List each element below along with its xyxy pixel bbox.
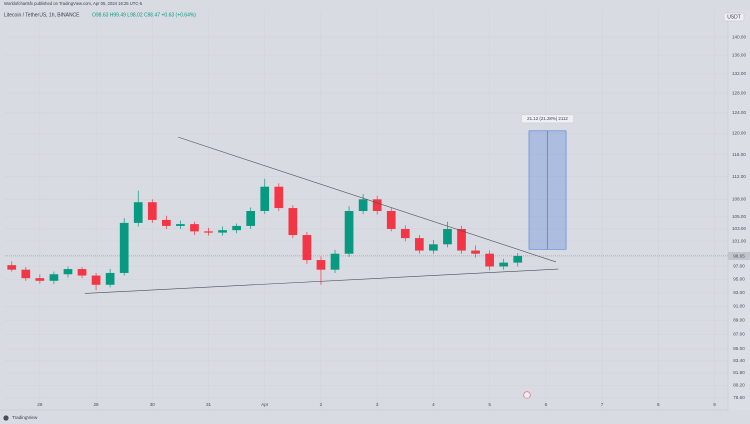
candle-body: [302, 235, 312, 261]
x-tick-label: 6: [545, 402, 548, 407]
candle-body: [91, 275, 101, 285]
symbol: Litecoin / TetherUS, 1h, BINANCE: [4, 12, 80, 18]
candle-body: [49, 274, 59, 281]
y-tick-label: 140.00: [732, 34, 746, 39]
x-tick-label: Apr: [261, 402, 269, 407]
candle-body: [218, 230, 227, 233]
candle-body: [274, 186, 284, 209]
candle-body: [358, 199, 368, 212]
event-icon[interactable]: [523, 391, 531, 399]
x-tick-label: 3: [376, 402, 379, 407]
candle-body: [386, 211, 396, 229]
y-tick-label: 91.00: [733, 304, 745, 309]
last-price-label: 98.65: [733, 253, 745, 258]
candle-body: [21, 269, 31, 279]
candle-body: [260, 186, 270, 212]
y-tick-label: 87.00: [733, 332, 745, 337]
candle-body: [429, 244, 438, 251]
y-tick-label: 116.00: [732, 152, 746, 157]
y-tick-label: 124.00: [732, 110, 746, 115]
y-tick-label: 120.00: [732, 131, 746, 136]
brand: TradingView: [12, 415, 38, 420]
y-tick-label: 93.00: [733, 290, 745, 295]
candle-body: [485, 253, 494, 267]
candle-body: [400, 228, 410, 239]
y-tick-label: 95.00: [733, 277, 745, 282]
y-tick-label: 97.00: [733, 264, 745, 269]
x-tick-label: 30: [150, 402, 156, 407]
candle-body: [35, 278, 45, 281]
trendline: [178, 136, 557, 263]
y-tick-label: 128.00: [732, 90, 746, 95]
y-tick-label: 81.80: [733, 370, 745, 375]
candle-body: [77, 269, 87, 276]
x-tick-label: 31: [206, 402, 212, 407]
candle-body: [190, 224, 199, 232]
candle-body: [513, 255, 523, 263]
last-price-tag: [728, 251, 750, 260]
x-tick-label: 2: [320, 402, 323, 407]
candle-body: [7, 265, 17, 270]
y-tick-label: 78.60: [733, 395, 745, 400]
published-line: Worldofchartsfx published on TradingView…: [4, 1, 143, 6]
x-tick-label: 4: [432, 402, 435, 407]
x-tick-label: 5: [488, 402, 491, 407]
candle-body: [246, 211, 256, 226]
candle-body: [204, 231, 213, 233]
candle-body: [288, 208, 298, 236]
currency-button[interactable]: [723, 12, 745, 22]
brand-logo: [3, 415, 9, 421]
y-tick-label: 85.00: [733, 346, 745, 351]
x-tick-label: 28: [37, 402, 43, 407]
y-tick-label: 136.00: [732, 52, 746, 57]
position-label-bg: [521, 114, 574, 124]
candle-body: [63, 269, 73, 275]
candle-body: [176, 224, 185, 226]
y-tick-label: 103.00: [732, 226, 746, 231]
candle-body: [105, 272, 115, 285]
ohlc: O98.63 H99.49 L98.02 C98.47 +0.63 (+0.64…: [92, 12, 196, 18]
candle-body: [414, 238, 424, 251]
candle-body: [372, 199, 382, 212]
price-axis: [728, 10, 750, 410]
candle-body: [147, 202, 157, 220]
x-tick-label: 7: [601, 402, 604, 407]
candle-body: [471, 250, 480, 254]
candle-body: [499, 262, 509, 267]
candle-body: [133, 202, 143, 223]
candle-body: [316, 260, 326, 270]
trendline: [84, 268, 559, 294]
candle-body: [330, 253, 340, 270]
x-tick-label: 8: [657, 402, 660, 407]
plot: 140.00 136.00 132.00 128.00 124.00 120.00 116.…: [5, 10, 750, 410]
y-tick-label: 89.00: [733, 317, 745, 322]
candle-body: [119, 222, 129, 273]
candle-body: [344, 211, 354, 254]
y-tick-label: 83.40: [733, 358, 745, 363]
y-tick-label: 108.00: [732, 197, 746, 202]
y-tick-label: 112.00: [732, 174, 746, 179]
x-tick-label: 29: [94, 402, 100, 407]
y-tick-label: 132.00: [732, 71, 746, 76]
currency[interactable]: USDT: [727, 15, 741, 21]
y-tick-label: 80.20: [733, 383, 745, 388]
x-tick-label: 9: [713, 402, 716, 407]
position-label: 21.12 (21.28%) 2112: [527, 116, 568, 121]
candle-body: [443, 228, 452, 245]
y-tick-label: 101.00: [732, 238, 746, 243]
candle-body: [457, 228, 466, 251]
candle-body: [161, 219, 171, 226]
y-tick-label: 105.00: [732, 214, 746, 219]
candle-body: [232, 225, 241, 231]
